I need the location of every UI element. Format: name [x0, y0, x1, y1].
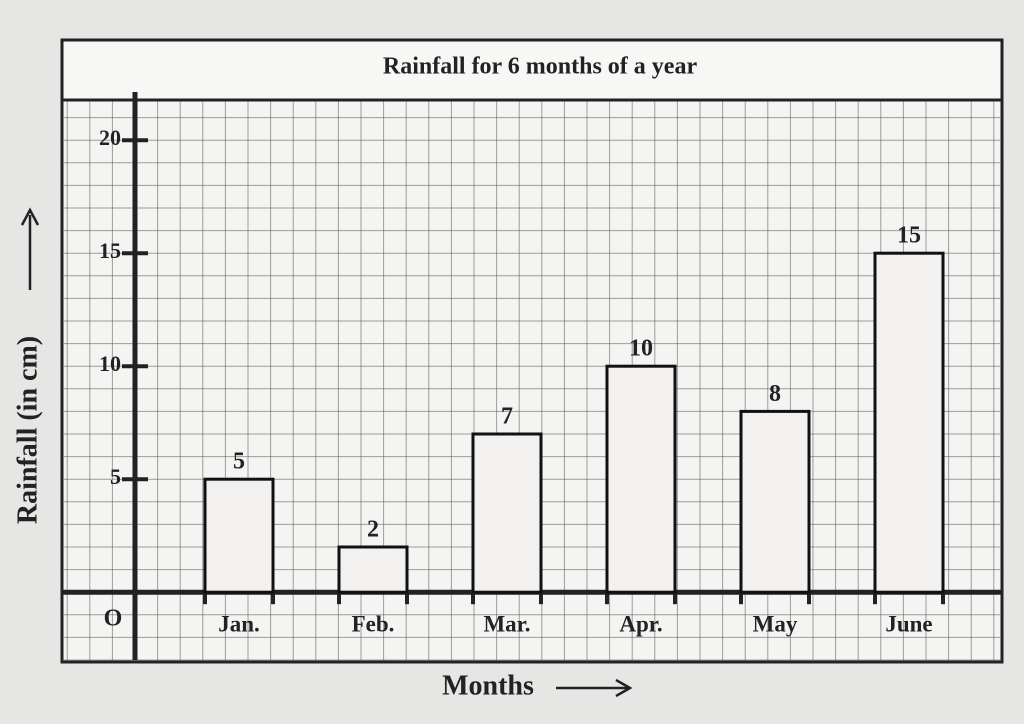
bar [605, 364, 677, 594]
y-tick-label: 20 [99, 125, 121, 150]
bar [739, 409, 811, 594]
value-label: 2 [367, 517, 379, 543]
bar [337, 545, 409, 594]
origin-label: O [104, 606, 123, 632]
bar [203, 477, 275, 594]
x-tick-label: Mar. [483, 611, 530, 636]
x-tick-label: June [885, 611, 932, 636]
bar [873, 251, 945, 594]
x-axis-label: Months [442, 670, 534, 701]
y-tick-label: 10 [99, 351, 121, 376]
value-label: 15 [897, 223, 921, 249]
y-arrow [20, 207, 40, 290]
bar [471, 432, 543, 594]
y-tick-label: 15 [99, 238, 121, 263]
x-tick-label: May [753, 611, 798, 636]
chart-title: Rainfall for 6 months of a year [383, 54, 698, 80]
value-label: 10 [629, 336, 653, 362]
y-axis-label: Rainfall (in cm) [12, 336, 43, 524]
x-tick-label: Jan. [218, 611, 260, 636]
x-tick-label: Feb. [352, 611, 395, 636]
value-label: 7 [501, 404, 513, 430]
title-band [60, 38, 1004, 102]
value-label: 8 [769, 381, 781, 407]
x-arrow [556, 678, 633, 698]
x-tick-label: Apr. [619, 611, 662, 636]
value-label: 5 [233, 449, 245, 475]
y-tick-label: 5 [110, 464, 121, 489]
